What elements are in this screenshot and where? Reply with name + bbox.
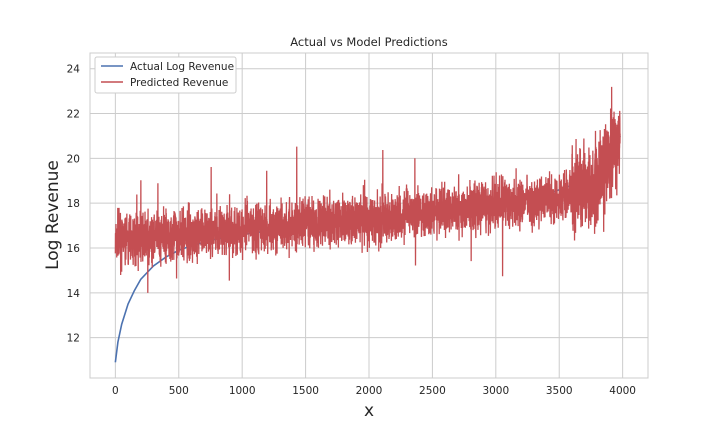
series-layer [114, 86, 621, 363]
x-axis-label: x [364, 401, 374, 421]
y-tick-label: 14 [67, 288, 81, 300]
x-tick-label: 2500 [419, 385, 446, 397]
x-tick-label: 2000 [356, 385, 383, 397]
legend-label-actual: Actual Log Revenue [130, 61, 234, 73]
y-tick-label: 18 [67, 198, 80, 210]
y-tick-labels: 12 14 16 18 20 22 24 [67, 64, 81, 345]
plot-frame [89, 52, 649, 379]
y-tick-label: 24 [67, 64, 81, 76]
x-tick-label: 3500 [546, 385, 573, 397]
legend: Actual Log Revenue Predicted Revenue [94, 56, 237, 94]
chart-title: Actual vs Model Predictions [290, 35, 447, 49]
x-tick-label: 1500 [292, 385, 319, 397]
x-tick-labels: 0 500 1000 1500 2000 2500 3000 3500 4000 [112, 385, 636, 397]
x-tick-label: 500 [169, 385, 189, 397]
legend-label-predicted: Predicted Revenue [130, 77, 228, 89]
x-tick-label: 1000 [229, 385, 256, 397]
y-tick-label: 12 [67, 333, 80, 345]
y-tick-label: 22 [67, 109, 80, 121]
y-tick-label: 20 [67, 153, 80, 165]
x-tick-label: 0 [112, 385, 119, 397]
y-axis-label: Log Revenue [43, 160, 63, 270]
grid [90, 53, 648, 378]
x-tick-label: 3000 [482, 385, 509, 397]
y-tick-label: 16 [67, 243, 81, 255]
series-line-predicted [114, 86, 621, 293]
x-tick-label: 4000 [609, 385, 636, 397]
legend-box [94, 56, 237, 94]
